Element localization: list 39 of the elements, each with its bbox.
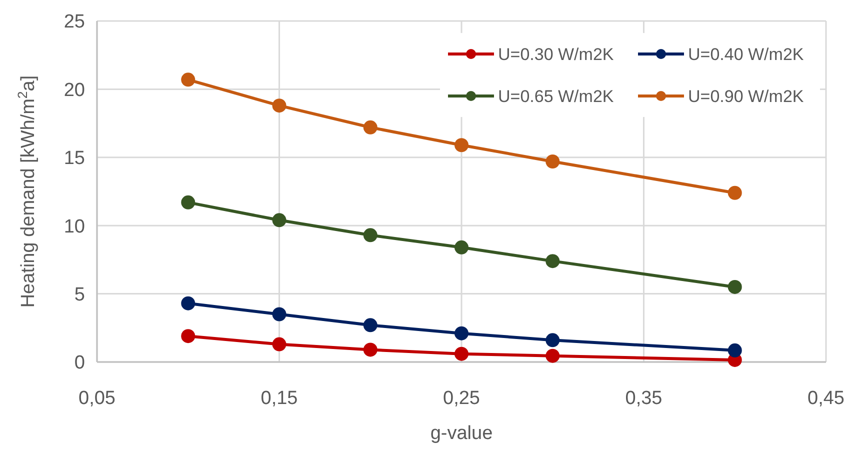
- x-tick-label: 0,35: [625, 388, 662, 409]
- legend-label: U=0.65 W/m2K: [498, 86, 614, 106]
- point: [272, 98, 286, 113]
- x-tick-label: 0,15: [260, 388, 298, 409]
- y-tick-label: 10: [64, 216, 85, 238]
- point: [363, 318, 378, 332]
- point: [363, 120, 378, 134]
- y-tick-label: 15: [64, 148, 85, 170]
- point: [454, 326, 468, 340]
- legend-label: U=0.90 W/m2K: [688, 86, 804, 106]
- point: [272, 337, 286, 352]
- point: [454, 240, 468, 254]
- legend-label: U=0.30 W/m2K: [498, 44, 614, 64]
- point: [181, 195, 196, 210]
- x-tick-label: 0,45: [808, 388, 844, 409]
- x-axis-title: g-value: [430, 423, 493, 444]
- point: [546, 254, 560, 268]
- y-tick-label: 20: [64, 80, 85, 101]
- point: [454, 138, 468, 152]
- x-tick-label: 0,05: [78, 388, 116, 409]
- point: [728, 343, 742, 358]
- y-tick-label: 5: [74, 284, 85, 306]
- y-tick-label: 25: [64, 12, 85, 33]
- point: [181, 72, 196, 87]
- x-tick-label: 0,25: [443, 388, 480, 409]
- point: [454, 346, 468, 361]
- point: [728, 280, 742, 294]
- y-tick-label: 0: [74, 352, 85, 374]
- point: [728, 186, 742, 200]
- legend-label: U=0.40 W/m2K: [688, 44, 804, 64]
- point: [272, 307, 286, 322]
- point: [272, 213, 286, 228]
- point: [181, 329, 196, 344]
- point: [546, 348, 560, 363]
- point: [181, 296, 196, 310]
- point: [363, 342, 378, 357]
- point: [546, 154, 560, 168]
- point: [546, 333, 560, 348]
- point: [363, 228, 378, 242]
